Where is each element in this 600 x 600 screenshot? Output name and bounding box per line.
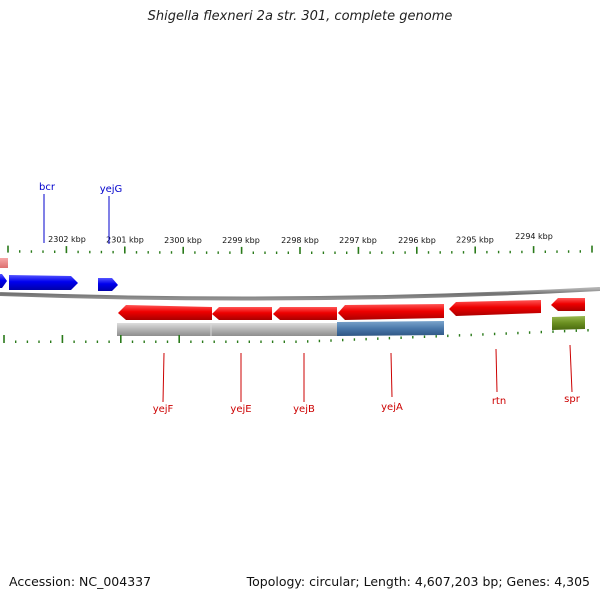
gene-arrow-partial-left[interactable] — [0, 274, 7, 288]
gene-label-yejE[interactable]: yejE — [230, 404, 251, 415]
ruler-label: 2297 kbp — [339, 236, 377, 245]
ruler-label: 2294 kbp — [515, 232, 553, 241]
gene-arrow-yejB[interactable] — [273, 307, 337, 320]
ruler-label: 2299 kbp — [222, 236, 260, 245]
feature-bar-blue[interactable] — [337, 321, 444, 336]
gene-label-bcr[interactable]: bcr — [39, 182, 56, 193]
map-title: Shigella flexneri 2a str. 301, complete … — [147, 9, 453, 24]
spr-label-line — [569, 344, 573, 393]
gene-label-spr[interactable]: spr — [564, 394, 581, 405]
gene-arrow-yejF[interactable] — [118, 305, 212, 320]
gene-arrow-yejE[interactable] — [212, 307, 272, 320]
gene-arrow-yejA[interactable] — [338, 304, 444, 320]
gene-arrow-yejG[interactable] — [98, 278, 118, 291]
yejF-label-line — [162, 352, 165, 403]
rtn-label-line — [495, 348, 498, 393]
feature-bar-green[interactable] — [552, 316, 585, 330]
gene-label-rtn[interactable]: rtn — [492, 396, 506, 407]
ruler-label: 2296 kbp — [398, 236, 436, 245]
ruler-label: 2302 kbp — [48, 235, 86, 244]
feature-bar-gray[interactable] — [117, 323, 337, 336]
gene-arrow-rtn[interactable] — [449, 300, 541, 316]
lower-ruler-ticks — [3, 329, 589, 343]
ruler-label: 2300 kbp — [164, 236, 202, 245]
yejA-label-line — [390, 352, 393, 398]
upper-ruler-ticks — [7, 245, 593, 254]
gene-label-yejB[interactable]: yejB — [293, 404, 315, 415]
ruler-label: 2301 kbp — [106, 235, 144, 244]
gene-label-yejG[interactable]: yejG — [100, 184, 123, 195]
gene-arrow-bcr[interactable] — [9, 275, 78, 290]
accession-text: Accession: NC_004337 — [9, 574, 152, 589]
gene-arrow-spr[interactable] — [551, 298, 585, 311]
partial-gene-block[interactable] — [0, 258, 8, 268]
gene-label-yejF[interactable]: yejF — [153, 404, 174, 415]
ruler-labels: 2302 kbp 2301 kbp 2300 kbp 2299 kbp 2298 kbp… — [48, 232, 553, 245]
gene-label-yejA[interactable]: yejA — [381, 402, 403, 413]
ruler-label: 2298 kbp — [281, 236, 319, 245]
genome-backbone — [0, 287, 600, 301]
genome-summary-text: Topology: circular; Length: 4,607,203 bp… — [246, 574, 590, 589]
ruler-label: 2295 kbp — [456, 235, 494, 244]
